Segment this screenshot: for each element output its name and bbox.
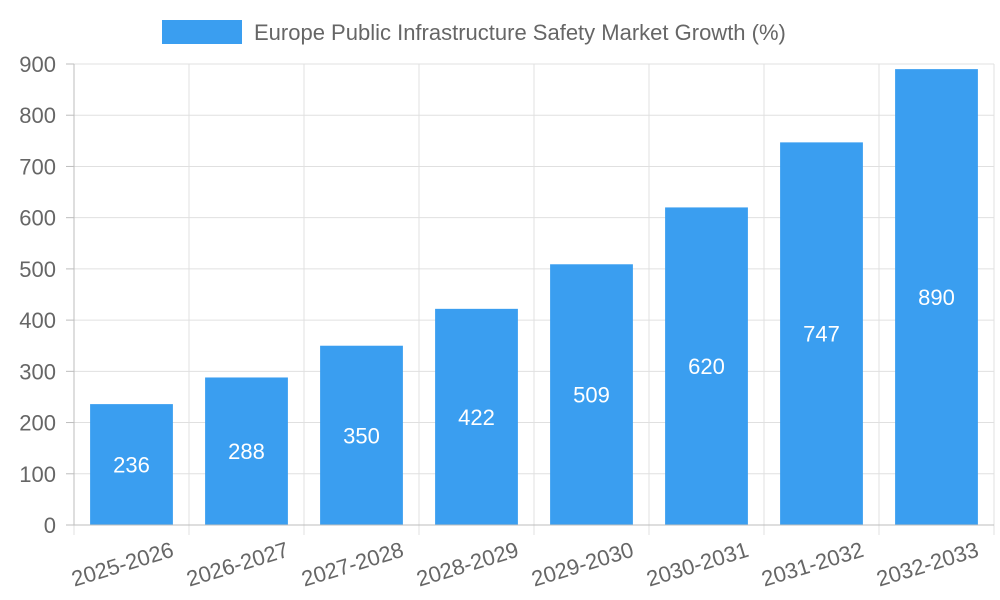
bar-value-label: 890	[918, 285, 955, 310]
bar[interactable]	[320, 345, 403, 525]
bar[interactable]	[550, 264, 633, 525]
y-tick-label: 400	[19, 308, 56, 333]
x-tick-label: 2025-2026	[69, 537, 177, 592]
bar[interactable]	[435, 308, 518, 525]
y-tick-label: 500	[19, 257, 56, 282]
bar-value-label: 747	[803, 322, 840, 347]
bar[interactable]	[895, 69, 978, 525]
bar-value-label: 288	[228, 439, 265, 464]
bar-value-label: 620	[688, 354, 725, 379]
x-tick-label: 2030-2031	[644, 537, 752, 592]
bar-value-label: 509	[573, 383, 610, 408]
x-tick-label: 2027-2028	[299, 537, 407, 592]
bar[interactable]	[665, 207, 748, 525]
y-tick-label: 300	[19, 359, 56, 384]
bar-value-label: 236	[113, 453, 150, 478]
bar[interactable]	[780, 142, 863, 525]
y-tick-label: 700	[19, 154, 56, 179]
y-tick-label: 600	[19, 206, 56, 231]
x-tick-label: 2032-2033	[874, 537, 982, 592]
bar[interactable]	[205, 377, 288, 525]
bar-value-label: 350	[343, 423, 380, 448]
legend-label: Europe Public Infrastructure Safety Mark…	[254, 20, 786, 45]
x-tick-label: 2028-2029	[414, 537, 522, 592]
y-tick-label: 0	[44, 513, 56, 538]
bar-value-label: 422	[458, 405, 495, 430]
x-tick-label: 2029-2030	[529, 537, 637, 592]
y-tick-label: 900	[19, 52, 56, 77]
bar[interactable]	[90, 404, 173, 525]
x-tick-label: 2031-2032	[759, 537, 867, 592]
x-tick-label: 2026-2027	[184, 537, 292, 592]
y-tick-label: 200	[19, 411, 56, 436]
y-tick-label: 800	[19, 103, 56, 128]
y-tick-label: 100	[19, 462, 56, 487]
legend-swatch	[162, 20, 242, 44]
bars: 236 288 350 422 509 620 747 890	[90, 69, 978, 525]
legend[interactable]: Europe Public Infrastructure Safety Mark…	[162, 20, 786, 45]
